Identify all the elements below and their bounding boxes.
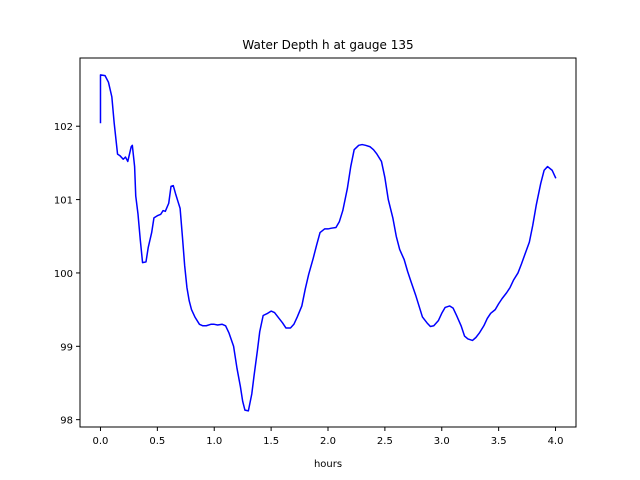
x-tick-label: 1.0	[206, 436, 222, 447]
plot-area	[80, 58, 576, 427]
y-tick-label: 98	[60, 416, 73, 427]
x-tick-label: 0.5	[149, 436, 165, 447]
series-line-0	[99, 74, 557, 412]
chart-title: Water Depth h at gauge 135	[242, 38, 413, 52]
x-tick-label: 3.5	[491, 436, 507, 447]
x-tick-label: 3.0	[434, 436, 450, 447]
y-tick-label: 102	[54, 122, 73, 133]
x-tick-label: 0.0	[93, 436, 109, 447]
x-tick-label: 4.0	[548, 436, 564, 447]
y-tick-label: 100	[54, 269, 73, 280]
plot-frame	[79, 57, 577, 428]
x-axis: 0.0 0.5 1.0 1.5 2.0 2.5 3.0 3.5 4.0	[93, 427, 564, 447]
x-tick-label: 2.0	[320, 436, 336, 447]
y-tick-label: 101	[54, 196, 73, 207]
data-layer	[99, 74, 557, 412]
x-tick-label: 2.5	[377, 436, 393, 447]
x-axis-label: hours	[314, 459, 342, 470]
y-axis: 98 99 100 101 102	[54, 122, 80, 427]
y-tick-label: 99	[60, 342, 73, 353]
x-tick-label: 1.5	[263, 436, 279, 447]
